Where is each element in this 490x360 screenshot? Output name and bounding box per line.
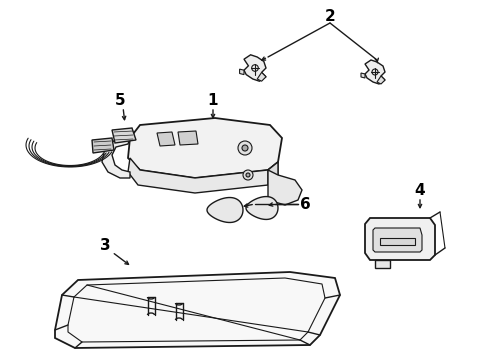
Polygon shape — [128, 158, 278, 193]
Polygon shape — [377, 76, 385, 84]
Polygon shape — [373, 228, 422, 252]
Circle shape — [246, 173, 250, 177]
Polygon shape — [207, 198, 243, 222]
Polygon shape — [178, 131, 198, 145]
Polygon shape — [128, 118, 282, 178]
Text: 5: 5 — [115, 93, 125, 108]
Polygon shape — [102, 138, 130, 178]
Text: 4: 4 — [415, 183, 425, 198]
Polygon shape — [92, 138, 114, 153]
Polygon shape — [55, 272, 340, 348]
Text: 6: 6 — [299, 197, 310, 212]
Polygon shape — [365, 218, 435, 260]
Polygon shape — [380, 238, 415, 245]
Text: 1: 1 — [208, 93, 218, 108]
Polygon shape — [244, 55, 266, 81]
Polygon shape — [240, 69, 244, 75]
Text: 2: 2 — [324, 9, 335, 23]
Polygon shape — [365, 60, 385, 84]
Polygon shape — [361, 73, 365, 78]
Circle shape — [238, 141, 252, 155]
Circle shape — [242, 145, 248, 151]
Circle shape — [243, 170, 253, 180]
Polygon shape — [246, 197, 278, 220]
Polygon shape — [257, 72, 266, 81]
Text: 3: 3 — [99, 238, 110, 252]
Polygon shape — [268, 170, 302, 205]
Polygon shape — [112, 128, 136, 143]
Polygon shape — [375, 260, 390, 268]
Polygon shape — [157, 132, 175, 146]
Polygon shape — [268, 162, 278, 185]
